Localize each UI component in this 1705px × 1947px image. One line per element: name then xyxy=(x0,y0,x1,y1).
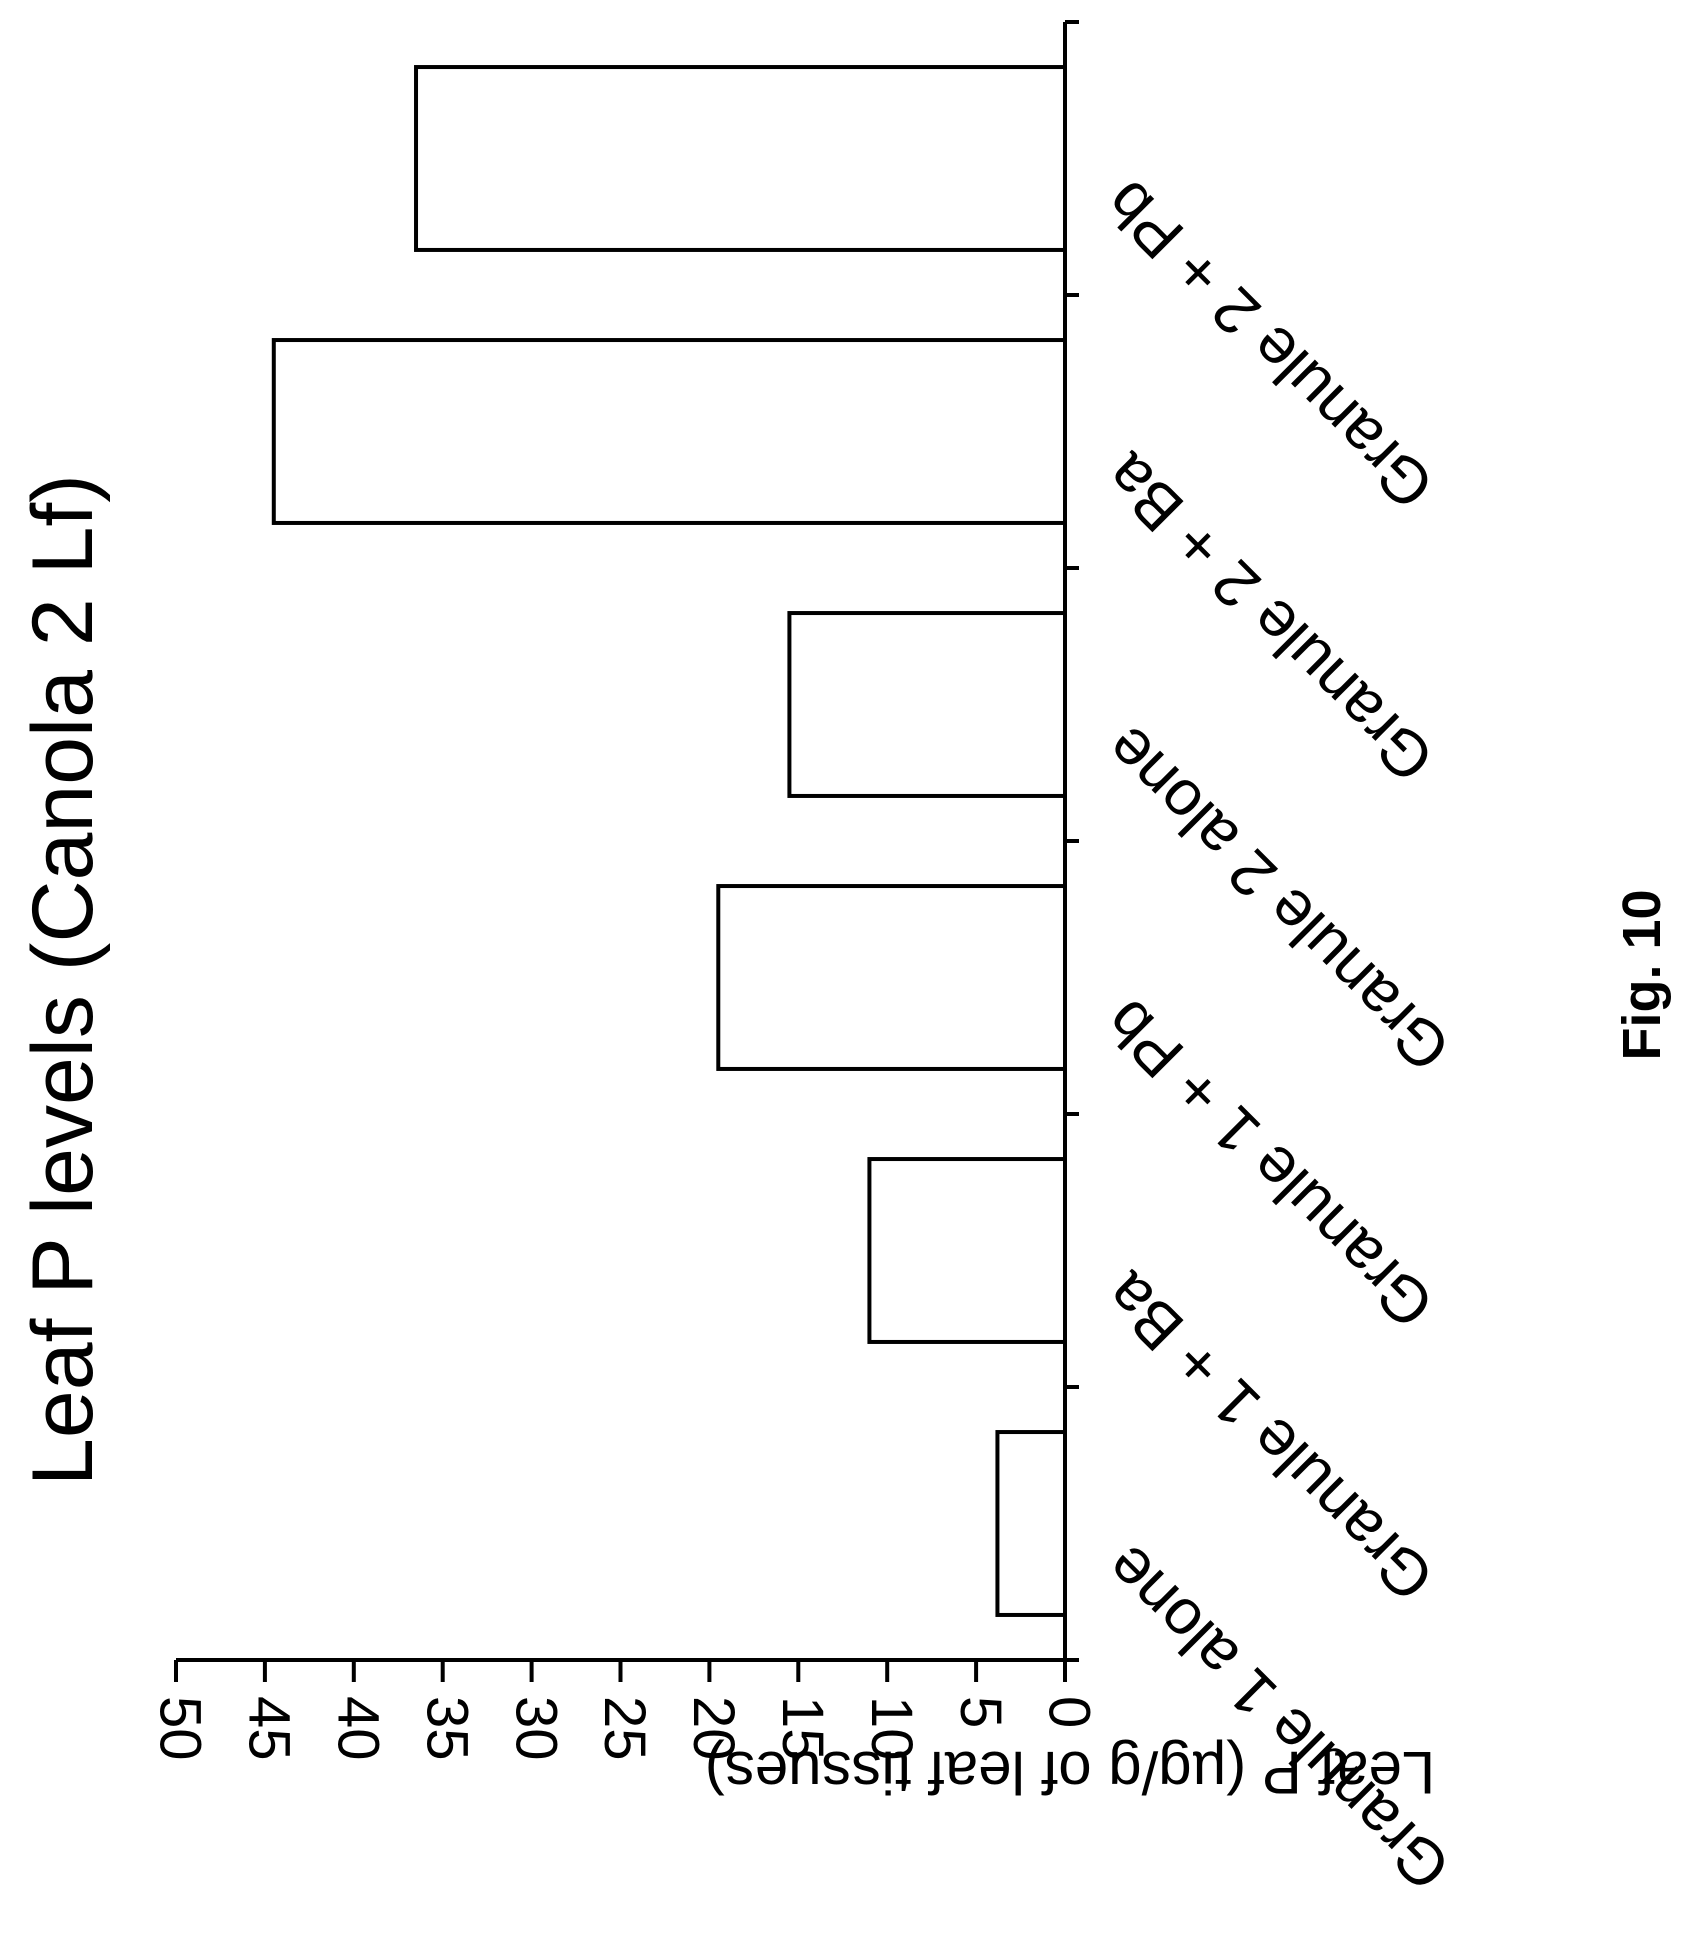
value-tick-label: 40 xyxy=(325,1696,390,1761)
value-tick-label: 35 xyxy=(414,1696,479,1761)
value-tick-label: 0 xyxy=(1037,1696,1102,1728)
value-tick-label: 25 xyxy=(592,1696,657,1761)
value-tick-label: 15 xyxy=(770,1696,835,1761)
bar xyxy=(414,65,1067,252)
chart-title: Leaf P levels (Canola 2 Lf) xyxy=(15,474,111,1486)
value-tick-label: 20 xyxy=(681,1696,746,1761)
bar xyxy=(787,611,1067,798)
bar xyxy=(995,1430,1067,1617)
bar xyxy=(271,338,1068,525)
bar xyxy=(716,884,1067,1071)
bar xyxy=(867,1157,1067,1344)
value-tick-label: 5 xyxy=(948,1696,1013,1728)
value-tick-label: 45 xyxy=(237,1696,302,1761)
y-axis-label: Leaf P (µg/g of leaf tissues) xyxy=(705,1739,1436,1806)
value-tick-label: 10 xyxy=(859,1696,924,1761)
value-tick-label: 30 xyxy=(503,1696,568,1761)
value-tick-label: 50 xyxy=(148,1696,213,1761)
figure-label: Fig. 10 xyxy=(1612,889,1672,1060)
